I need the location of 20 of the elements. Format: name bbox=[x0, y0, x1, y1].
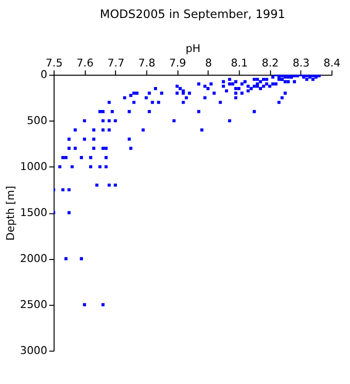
x-tick-label: 8 bbox=[205, 56, 212, 70]
x-tick-label: 7.7 bbox=[107, 56, 124, 70]
x-tick-label: 7.8 bbox=[138, 56, 156, 70]
y-axis-title: Depth [m] bbox=[4, 186, 18, 241]
y-tick-label: 2500 bbox=[20, 298, 48, 312]
x-tick-label: 7.5 bbox=[46, 56, 63, 70]
x-tick-label: 8.1 bbox=[230, 56, 248, 70]
x-tick-label: 8.2 bbox=[262, 56, 279, 70]
x-axis-title: pH bbox=[186, 42, 200, 55]
y-tick-label: 0 bbox=[40, 68, 48, 82]
y-tick-label: 2000 bbox=[20, 252, 48, 266]
chart-title: MODS2005 in September, 1991 bbox=[100, 7, 286, 22]
x-tick-label: 7.6 bbox=[76, 56, 94, 70]
y-tick-label: 3000 bbox=[20, 344, 48, 358]
x-tick-label: 8.4 bbox=[323, 56, 341, 70]
y-tick-label: 1000 bbox=[20, 160, 48, 174]
y-tick-label: 500 bbox=[26, 114, 48, 128]
x-tick-label: 8.3 bbox=[292, 56, 310, 70]
x-tick-label: 7.9 bbox=[169, 56, 186, 70]
y-tick-label: 1500 bbox=[20, 206, 48, 220]
